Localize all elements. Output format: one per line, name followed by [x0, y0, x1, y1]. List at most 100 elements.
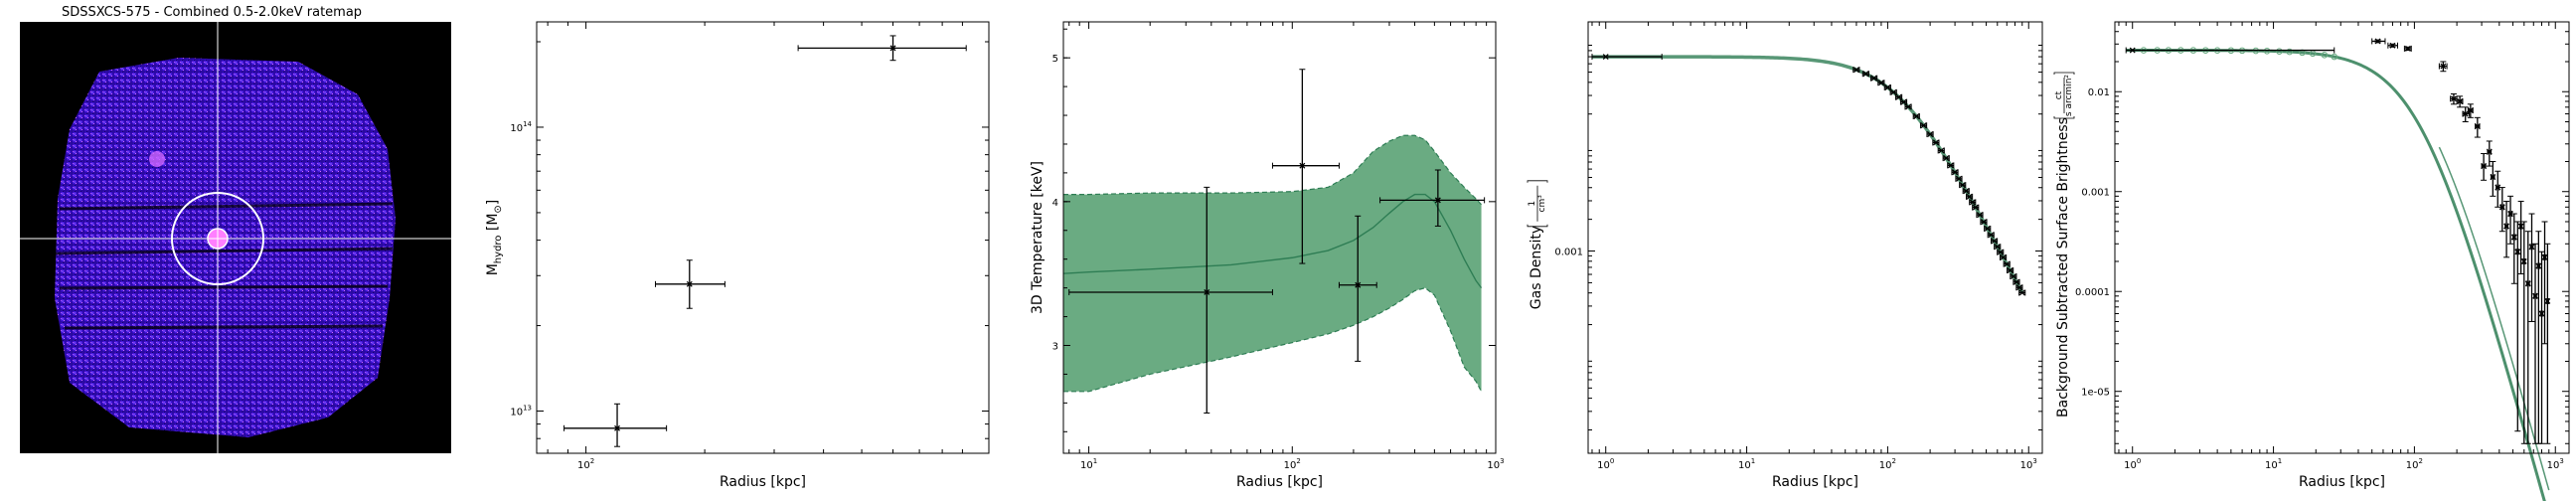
data-point [1299, 162, 1306, 169]
model-marker [2321, 52, 2329, 59]
y-axis-label-part: [M [485, 214, 501, 236]
y-tick-label: 1014 [510, 120, 532, 134]
data-point [2541, 253, 2548, 260]
x-tick-label-base: 10 [1284, 460, 1297, 471]
x-tick-label-exp: 2 [1296, 457, 1300, 465]
x-tick-label: 102 [577, 457, 594, 471]
data-point [614, 424, 620, 431]
x-tick-label: 101 [1738, 457, 1755, 471]
data-point [1852, 67, 1859, 74]
data-point [1956, 175, 1963, 182]
y-axis-unit-bracket-left [2053, 116, 2075, 119]
data-point [2490, 174, 2496, 181]
y-tick-label-base: 0.001 [2081, 188, 2110, 199]
y-tick-label: 4 [1052, 198, 1058, 209]
y-tick-label-base: 4 [1052, 198, 1058, 209]
data-point [2389, 42, 2396, 49]
x-tick-label: 100 [1597, 457, 1614, 471]
x-tick-label: 101 [1080, 457, 1097, 471]
y-tick-label-base: 0.001 [1554, 248, 1583, 258]
x-tick-label-exp: 0 [1610, 457, 1614, 465]
data-point [2535, 262, 2542, 269]
data-point [1991, 238, 1998, 245]
data-point [1952, 169, 1959, 176]
x-tick-label: 102 [2406, 457, 2423, 471]
data-point [1997, 249, 2004, 255]
data-point [2474, 123, 2481, 130]
x-tick-label-base: 10 [1738, 460, 1751, 471]
x-tick-label-exp: 3 [2559, 457, 2563, 465]
data-point [1969, 199, 1976, 206]
x-tick-label: 103 [2547, 457, 2564, 471]
model-marker [2331, 53, 2338, 61]
data-point [1602, 54, 1609, 61]
y-axis-label-group: Gas Density 1 cm³ [1527, 180, 1548, 309]
data-point [1977, 212, 1984, 219]
data-point [2528, 244, 2535, 250]
x-axis-label: Radius [kpc] [2299, 474, 2385, 490]
data-point [2010, 273, 2016, 279]
data-point [2517, 223, 2524, 230]
y-axis-unit-denominator: s arcmin² [2064, 75, 2074, 116]
y-tick-label: 0.0001 [2075, 287, 2110, 298]
model-marker [2263, 47, 2271, 55]
data-point [889, 45, 896, 52]
x-tick-label-exp: 3 [2032, 457, 2036, 465]
x-tick-label: 103 [1487, 457, 1504, 471]
data-point [1947, 162, 1954, 169]
model-line [1062, 193, 1483, 289]
y-axis-unit-bracket-right [2053, 72, 2075, 76]
y-tick-label-exp: 14 [523, 120, 532, 128]
data-point [1905, 103, 1912, 110]
y-axis-unit-bracket-right [1527, 180, 1548, 183]
data-point [1355, 281, 1362, 288]
x-tick-label: 102 [1879, 457, 1896, 471]
x-tick-label-exp: 1 [2278, 457, 2282, 465]
data-point [1927, 131, 1934, 137]
data-point [2524, 280, 2531, 287]
data-point [2450, 95, 2457, 102]
data-point [2457, 98, 2464, 104]
y-axis-unit-denominator: cm³ [1537, 195, 1547, 213]
data-point [2007, 267, 2013, 273]
data-point [1895, 93, 1902, 100]
y-tick-label: 3 [1052, 342, 1058, 353]
x-tick-label-exp: 2 [2419, 457, 2423, 465]
data-point [1920, 122, 1927, 129]
y-axis-label: Gas Density [1529, 226, 1544, 309]
band-upper-edge [1063, 134, 1482, 206]
model-marker [2276, 48, 2283, 55]
x-tick-label: 101 [2265, 457, 2282, 471]
x-tick-label: 103 [2020, 457, 2037, 471]
y-tick-label-exp: 13 [523, 405, 532, 413]
y-tick-label-base: 1e-05 [2081, 388, 2110, 399]
data-point [2004, 260, 2011, 267]
plot-frame [536, 21, 990, 454]
data-point [2514, 249, 2521, 255]
band-lower-edge [1063, 286, 1483, 393]
plot-frame [1062, 21, 1497, 454]
y-axis-label: 3D Temperature [keV] [1030, 161, 1046, 314]
data-point [1943, 155, 1950, 162]
data-point [1862, 71, 1869, 78]
data-point [1959, 182, 1966, 189]
x-axis-label: Radius [kpc] [720, 474, 806, 490]
data-point [1933, 139, 1939, 146]
ratemap-point-source [149, 151, 165, 167]
x-tick-label-base: 10 [2547, 460, 2560, 471]
data-point [2129, 47, 2136, 54]
data-point [2404, 45, 2411, 52]
ratemap-title: SDSSXCS-575 - Combined 0.5-2.0keV ratema… [62, 5, 362, 20]
y-axis-unit-numerator: ct [2054, 90, 2064, 99]
model-line-alt [2438, 146, 2550, 491]
data-point [1913, 113, 1920, 119]
data-point [2481, 163, 2488, 170]
x-tick-label-base: 10 [577, 460, 590, 471]
y-tick-label: 5 [1052, 54, 1058, 65]
x-tick-label: 102 [1284, 457, 1301, 471]
data-point [2507, 211, 2513, 217]
plot-frame [2114, 21, 2570, 454]
y-tick-label: 1013 [510, 405, 532, 418]
